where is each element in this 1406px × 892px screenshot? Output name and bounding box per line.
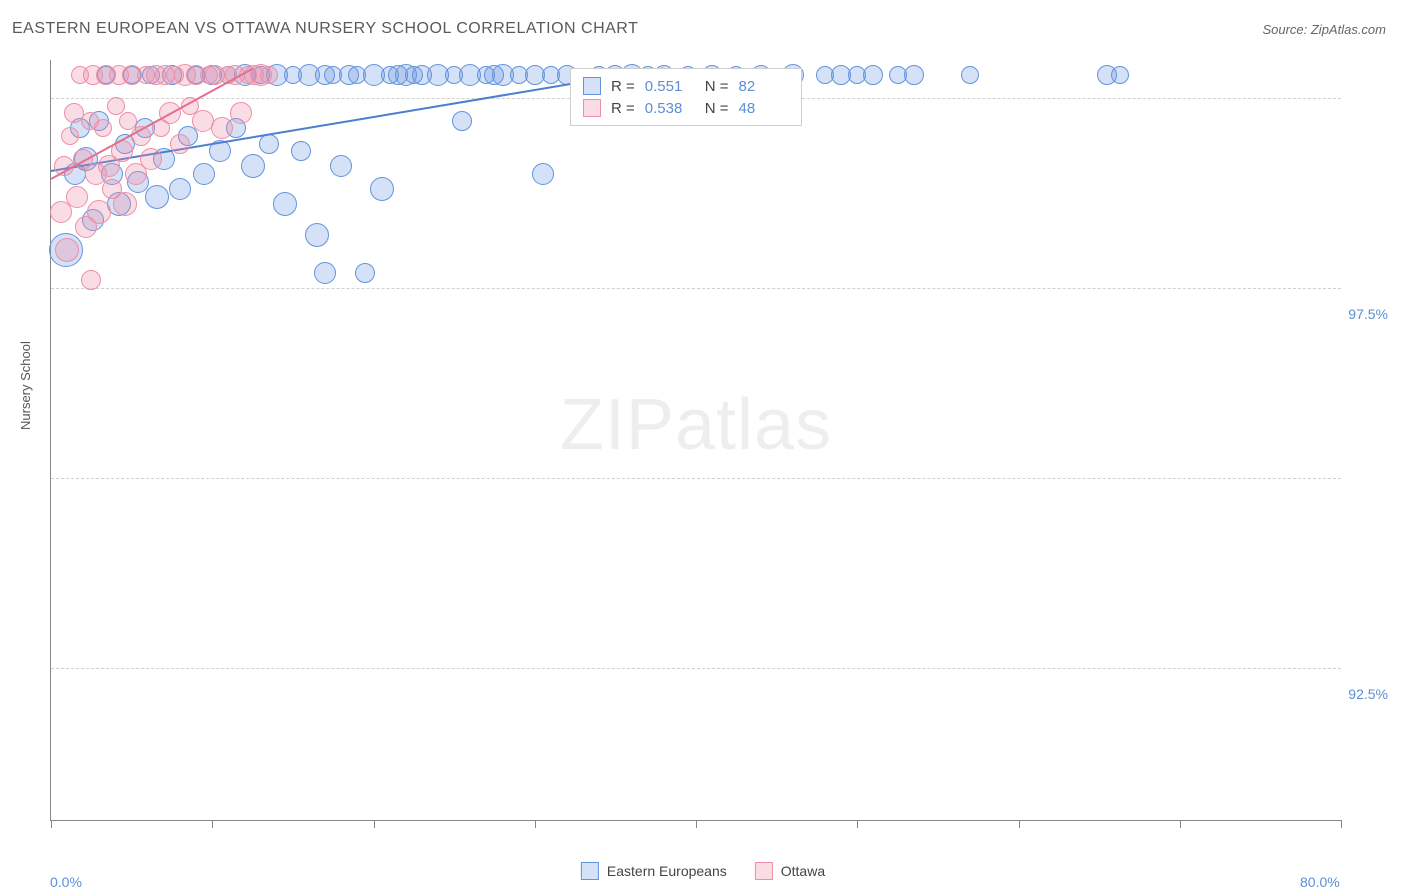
x-tick-label: 80.0% xyxy=(1300,874,1340,890)
data-point xyxy=(55,238,79,262)
data-point xyxy=(314,262,336,284)
y-axis-label: Nursery School xyxy=(18,341,33,430)
data-point xyxy=(66,186,88,208)
data-point xyxy=(81,270,101,290)
watermark-light: atlas xyxy=(675,385,832,465)
r-label: R = xyxy=(611,100,635,117)
data-point xyxy=(170,134,190,154)
data-point xyxy=(193,163,215,185)
gridline-h xyxy=(51,288,1341,289)
data-point xyxy=(211,117,233,139)
data-point xyxy=(169,178,191,200)
legend-item: Ottawa xyxy=(755,862,825,880)
n-value: 48 xyxy=(739,100,789,117)
data-point xyxy=(87,200,111,224)
data-point xyxy=(140,148,162,170)
x-tick xyxy=(857,820,858,828)
r-label: R = xyxy=(611,78,635,95)
gridline-h xyxy=(51,478,1341,479)
legend-swatch xyxy=(755,862,773,880)
r-value: 0.538 xyxy=(645,100,695,117)
data-point xyxy=(863,65,883,85)
n-label: N = xyxy=(705,100,729,117)
x-tick xyxy=(1180,820,1181,828)
stats-box: R = 0.551 N = 82 R = 0.538 N = 48 xyxy=(570,68,802,126)
legend-swatch xyxy=(583,99,601,117)
x-tick xyxy=(1341,820,1342,828)
source-label: Source: xyxy=(1262,22,1310,37)
legend-swatch xyxy=(583,77,601,95)
data-point xyxy=(330,155,352,177)
chart-plot-area: ZIPatlas xyxy=(50,60,1341,821)
data-point xyxy=(532,163,554,185)
n-value: 82 xyxy=(739,78,789,95)
y-tick-label: 92.5% xyxy=(1348,686,1388,702)
chart-title: EASTERN EUROPEAN VS OTTAWA NURSERY SCHOO… xyxy=(12,20,638,38)
data-point xyxy=(230,102,252,124)
data-point xyxy=(961,66,979,84)
data-point xyxy=(113,192,137,216)
stats-row: R = 0.538 N = 48 xyxy=(571,97,801,119)
x-tick-label: 0.0% xyxy=(50,874,82,890)
x-tick xyxy=(212,820,213,828)
y-tick-label: 97.5% xyxy=(1348,306,1388,322)
stats-row: R = 0.551 N = 82 xyxy=(571,75,801,97)
legend-label: Ottawa xyxy=(781,863,825,879)
x-tick xyxy=(374,820,375,828)
data-point xyxy=(94,119,112,137)
legend-label: Eastern Europeans xyxy=(607,863,727,879)
r-value: 0.551 xyxy=(645,78,695,95)
legend-item: Eastern Europeans xyxy=(581,862,727,880)
n-label: N = xyxy=(705,78,729,95)
data-point xyxy=(305,223,329,247)
data-point xyxy=(452,111,472,131)
x-tick xyxy=(1019,820,1020,828)
watermark-bold: ZIP xyxy=(560,385,675,465)
data-point xyxy=(355,263,375,283)
x-tick xyxy=(696,820,697,828)
source-name: ZipAtlas.com xyxy=(1311,22,1386,37)
data-point xyxy=(291,141,311,161)
data-point xyxy=(61,127,79,145)
gridline-h xyxy=(51,668,1341,669)
data-point xyxy=(370,177,394,201)
source-credit: Source: ZipAtlas.com xyxy=(1262,22,1386,37)
data-point xyxy=(260,66,278,84)
legend: Eastern Europeans Ottawa xyxy=(581,862,825,880)
legend-swatch xyxy=(581,862,599,880)
data-point xyxy=(241,154,265,178)
x-tick xyxy=(51,820,52,828)
data-point xyxy=(904,65,924,85)
data-point xyxy=(107,97,125,115)
watermark: ZIPatlas xyxy=(560,384,832,466)
x-tick xyxy=(535,820,536,828)
data-point xyxy=(145,185,169,209)
data-point xyxy=(1111,66,1129,84)
data-point xyxy=(273,192,297,216)
